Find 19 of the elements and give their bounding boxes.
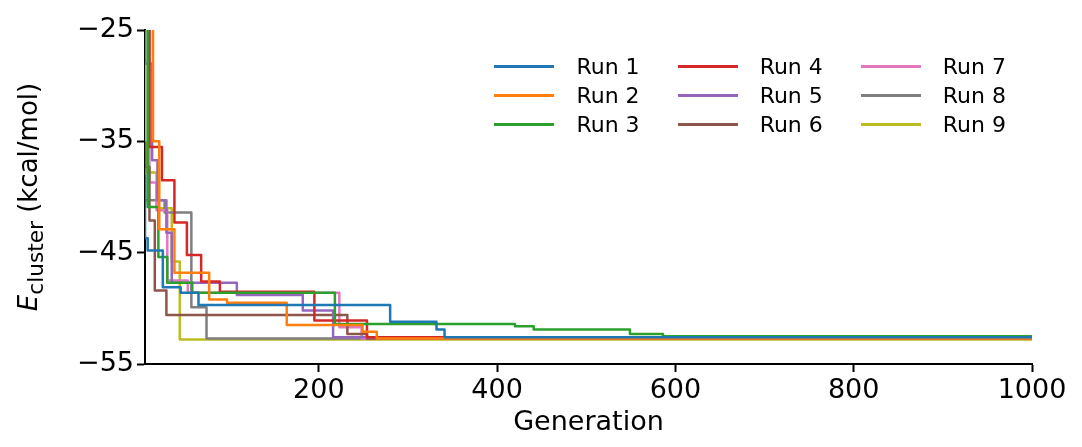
- x-tick-label: 1000: [997, 373, 1067, 405]
- legend-label: Run 5: [759, 83, 823, 108]
- legend-label: Run 7: [942, 54, 1006, 79]
- x-tick-label: 600: [649, 373, 702, 405]
- legend-label: Run 9: [942, 112, 1006, 137]
- y-tick-label: −35: [77, 123, 134, 155]
- legend-label: Run 3: [576, 112, 640, 137]
- y-tick-label: −25: [77, 12, 134, 44]
- legend-label: Run 6: [759, 112, 823, 137]
- x-axis-title: Generation: [513, 404, 664, 436]
- legend-label: Run 8: [942, 83, 1006, 108]
- legend-label: Run 2: [576, 83, 640, 108]
- x-tick-label: 800: [827, 373, 880, 405]
- x-tick-label: 200: [293, 373, 345, 405]
- y-tick-label: −45: [77, 234, 134, 266]
- x-tick-label: 400: [471, 373, 523, 405]
- y-tick-label: −55: [77, 346, 134, 378]
- legend-label: Run 1: [576, 54, 640, 79]
- legend-label: Run 4: [759, 54, 823, 79]
